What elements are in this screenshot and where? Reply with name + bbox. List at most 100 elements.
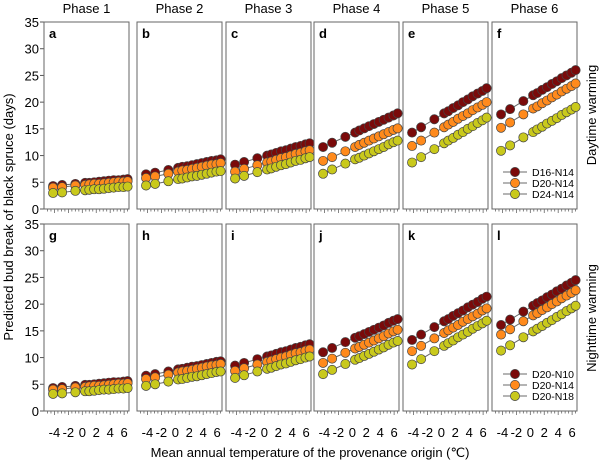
legend-label: D20-N14 (532, 178, 574, 190)
x-tick-label: 6 (480, 425, 487, 440)
data-point (327, 137, 338, 148)
data-point (429, 144, 440, 155)
x-tick-label: 6 (569, 425, 576, 440)
data-point (505, 117, 516, 128)
data-point (429, 114, 440, 125)
x-tick-label: 4 (377, 425, 384, 440)
panel-letter: l (497, 228, 501, 243)
x-tick-label: 2 (541, 425, 548, 440)
panel-letter: c (231, 26, 238, 41)
y-tick-label: 30 (25, 244, 39, 259)
legend-marker (510, 391, 520, 401)
data-point (570, 285, 581, 296)
data-point (340, 359, 351, 369)
panel-letter: e (408, 26, 415, 41)
x-tick-label: 0 (172, 425, 179, 440)
legend-marker (510, 189, 520, 199)
x-tick-label: 6 (121, 425, 128, 440)
data-point (340, 131, 351, 142)
data-point (570, 78, 581, 89)
data-point (122, 181, 133, 192)
data-point (518, 306, 529, 317)
panel-b: b (136, 21, 226, 213)
x-tick-label: 2 (93, 425, 100, 440)
x-tick-label: -2 (63, 425, 75, 440)
legend-marker (510, 380, 520, 390)
data-point (304, 351, 315, 362)
data-point (518, 132, 529, 143)
data-point (496, 329, 507, 340)
x-tick-label: 2 (363, 425, 370, 440)
data-point (429, 333, 440, 344)
legend-label: D20-N10 (532, 369, 574, 381)
data-point (407, 346, 418, 357)
panel-d: d (313, 21, 403, 213)
y-tick-label: 10 (25, 149, 39, 164)
panel-frame (225, 223, 312, 412)
data-point (150, 379, 161, 390)
x-tick-label: 0 (261, 425, 268, 440)
x-tick-label: -2 (422, 425, 434, 440)
data-point (70, 387, 81, 398)
data-point (518, 109, 529, 120)
x-axis-label: Mean annual temperature of the provenanc… (151, 445, 470, 460)
x-tick-label: 6 (303, 425, 310, 440)
data-point (392, 336, 403, 346)
data-point (481, 83, 492, 94)
y-tick-label: 20 (25, 95, 39, 110)
data-point (327, 353, 338, 364)
data-point (141, 180, 152, 191)
data-point (505, 324, 516, 335)
x-tick-label: -2 (245, 425, 257, 440)
y-tick-label: 15 (25, 324, 39, 339)
data-point (518, 96, 529, 107)
data-point (318, 142, 329, 152)
data-point (496, 345, 507, 356)
x-tick-label: -2 (333, 425, 345, 440)
data-point (318, 347, 329, 358)
x-tick-label: -4 (142, 425, 154, 440)
panel-letter: f (497, 26, 502, 41)
x-tick-label: -4 (49, 425, 61, 440)
data-point (230, 173, 241, 184)
panel-letter: d (319, 26, 327, 41)
data-point (327, 343, 338, 353)
panel-letter: j (318, 228, 323, 243)
y-tick-label: 5 (32, 175, 39, 190)
data-point (318, 357, 329, 368)
y-tick-label: 0 (32, 202, 39, 217)
x-tick-label: 4 (466, 425, 473, 440)
x-tick-label: -4 (319, 425, 331, 440)
phase-title: Phase 2 (156, 1, 204, 16)
phase-title: Phase 3 (245, 1, 293, 16)
data-point (215, 166, 226, 177)
data-point (518, 332, 529, 343)
data-point (327, 364, 338, 375)
data-point (318, 155, 329, 166)
data-point (416, 354, 427, 365)
data-point (163, 376, 174, 387)
x-tick-label: 2 (186, 425, 193, 440)
legend-label: D16-N14 (532, 167, 574, 179)
data-point (150, 178, 161, 189)
data-point (496, 122, 507, 133)
phase-title: Phase 6 (511, 1, 559, 16)
x-tick-label: 2 (452, 425, 459, 440)
x-tick-label: 0 (527, 425, 534, 440)
data-point (407, 141, 418, 151)
x-tick-label: 6 (391, 425, 398, 440)
x-tick-label: 4 (555, 425, 562, 440)
legend-marker (510, 178, 520, 188)
y-tick-label: 0 (32, 404, 39, 419)
data-point (481, 291, 492, 302)
data-point (496, 109, 507, 120)
panel-e: e (402, 21, 492, 213)
data-point (570, 275, 581, 286)
data-point (416, 122, 427, 133)
data-point (252, 366, 263, 377)
data-point (416, 340, 427, 351)
x-tick-label: -2 (156, 425, 168, 440)
x-tick-label: 0 (349, 425, 356, 440)
data-point (416, 329, 427, 340)
